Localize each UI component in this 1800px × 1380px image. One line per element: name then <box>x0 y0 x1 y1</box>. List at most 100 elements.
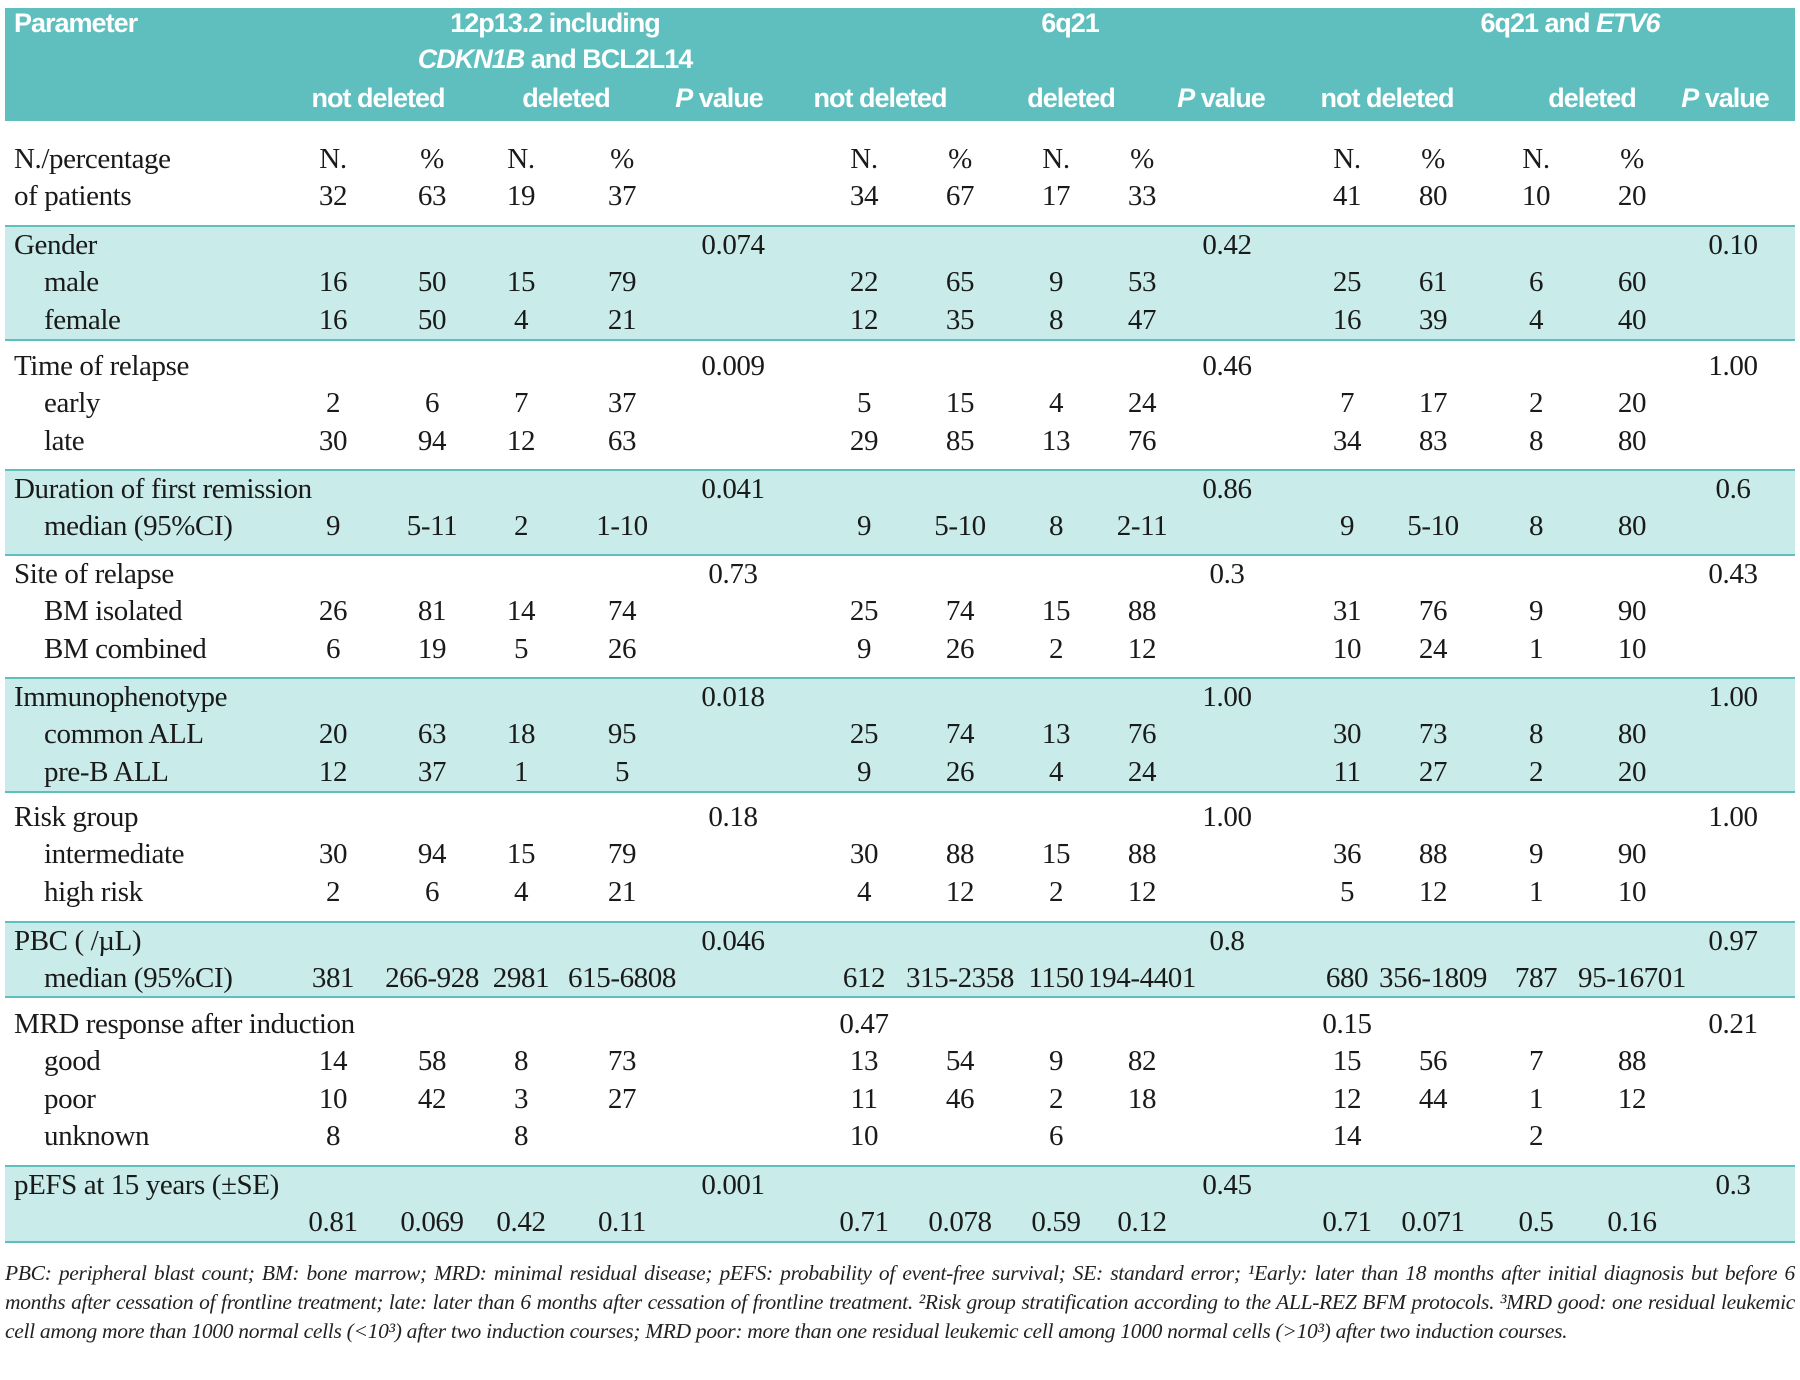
table-cell: 5-10 <box>934 510 986 543</box>
subheader-deleted: deleted <box>1027 83 1116 113</box>
table-cell: 95-16701 <box>1578 962 1686 995</box>
row-group: PBC ( /µL) 0.046 0.8 0.97 median (95%CI) 381 2… <box>5 923 1795 998</box>
table-cell: 4 <box>513 303 529 336</box>
p-value-cell: 0.041 <box>701 473 765 505</box>
table-cell: 9 <box>856 632 872 665</box>
table-row: BM combined 6 19 5 26 9 26 2 12 10 24 1 10 <box>5 631 1795 668</box>
table-cell: 16 <box>1332 303 1362 336</box>
subheader-not-deleted: not deleted <box>813 83 947 113</box>
subheader-deleted: deleted <box>522 83 611 113</box>
table-cell: 2 <box>1048 632 1064 665</box>
table-cell: 2 <box>513 510 529 543</box>
table-cell: 27 <box>1418 755 1448 788</box>
row-label: good <box>44 1045 101 1078</box>
table-cell: 8 <box>1528 510 1544 543</box>
table-cell: 1150 <box>1028 962 1084 995</box>
table-cell: 34 <box>849 180 879 213</box>
table-cell: 21 <box>607 303 637 336</box>
table-cell: 0.16 <box>1607 1206 1657 1239</box>
table-cell: 12 <box>1617 1082 1647 1115</box>
row-group: N./percentage N.% N.% N.% N.% N.% N.% of patien… <box>5 121 1795 227</box>
table-cell: 76 <box>1127 424 1157 457</box>
p-value-cell: 0.074 <box>701 229 765 261</box>
table-cell: 30 <box>318 424 348 457</box>
table-cell: 88 <box>945 838 975 871</box>
table-row: unknown 8 8 10 6 14 2 <box>5 1118 1795 1155</box>
table-cell: 79 <box>607 266 637 299</box>
table-cell: 79 <box>607 838 637 871</box>
p-value-cell: 0.18 <box>708 801 758 833</box>
table-row: late 30 94 12 63 29 85 13 76 34 83 8 80 <box>5 423 1795 460</box>
p-value-cell: 0.6 <box>1715 473 1751 505</box>
table-cell: 31 <box>1332 595 1362 628</box>
table-cell: 60 <box>1617 266 1647 299</box>
table-cell: 266-928 <box>385 962 479 995</box>
table-cell: 612 <box>842 962 886 995</box>
table-cell: 18 <box>1127 1082 1157 1115</box>
table-cell: 4 <box>1528 303 1544 336</box>
subheader-p-value: P value <box>1177 83 1266 113</box>
gene-bcl2l14: and BCL2L14 <box>524 44 694 74</box>
table-cell: 20 <box>1617 180 1647 213</box>
p-value-cell: 0.42 <box>1202 229 1252 261</box>
table-cell: 14 <box>318 1045 348 1078</box>
table-cell: 5 <box>513 632 529 665</box>
table-cell: 88 <box>1617 1045 1647 1078</box>
table-cell: 41 <box>1332 180 1362 213</box>
header-parameter: Parameter <box>14 8 138 38</box>
row-label: Duration of first remission <box>14 473 312 505</box>
p-value-cell: 0.8 <box>1209 925 1245 957</box>
p-value-cell: 0.3 <box>1715 1169 1751 1201</box>
row-label: high risk <box>44 875 143 908</box>
table-row: 0.81 0.069 0.42 0.11 0.71 0.078 0.59 0.12 0.71 0.… <box>5 1204 1795 1241</box>
table-cell: 24 <box>1418 632 1448 665</box>
table-cell: 12 <box>849 303 879 336</box>
table-cell: 2981 <box>492 962 550 995</box>
row-label: median (95%CI) <box>44 962 233 995</box>
table-cell: 2 <box>1048 875 1064 908</box>
row-label: Immunophenotype <box>14 681 228 713</box>
table-cell: 1 <box>1528 875 1544 908</box>
table-cell: 9 <box>1339 510 1355 543</box>
table-row: median (95%CI) 9 5-11 2 1-10 9 5-10 8 2-11 9 5-10 8… <box>5 508 1795 545</box>
table-cell: 0.81 <box>308 1206 358 1239</box>
table-cell: 63 <box>417 180 447 213</box>
p-value-cell: 0.018 <box>701 681 765 713</box>
table-cell: 194-4401 <box>1088 962 1196 995</box>
table-cell: 0.71 <box>1322 1206 1372 1239</box>
table-row: female 16 50 4 21 12 35 8 47 16 39 4 40 <box>5 302 1795 339</box>
table-cell: 1-10 <box>596 510 648 543</box>
table-cell: 80 <box>1617 424 1647 457</box>
table-cell: 26 <box>607 632 637 665</box>
table-cell: 74 <box>945 595 975 628</box>
table-cell: 37 <box>417 755 447 788</box>
table-cell: 9 <box>325 510 341 543</box>
row-label: pEFS at 15 years (±SE) <box>14 1169 279 1201</box>
row-label: Site of relapse <box>14 558 174 590</box>
row-group: Time of relapse 0.009 0.46 1.00 early 2 6 7 37 5 1… <box>5 341 1795 471</box>
row-label: BM isolated <box>44 595 183 628</box>
table-cell: 14 <box>506 595 536 628</box>
table-cell: 26 <box>945 632 975 665</box>
table-cell: 37 <box>607 387 637 420</box>
table-cell: 61 <box>1418 266 1448 299</box>
table-cell: 0.42 <box>496 1206 546 1239</box>
p-value-cell: 1.00 <box>1708 681 1758 713</box>
table-cell: 2 <box>325 875 341 908</box>
p-value-cell: 0.3 <box>1209 558 1245 590</box>
table-cell: 8 <box>513 1045 529 1078</box>
table-cell: 13 <box>1041 718 1071 751</box>
table-cell: 74 <box>945 718 975 751</box>
table-cell: 88 <box>1127 595 1157 628</box>
table-cell: N. <box>1333 143 1361 175</box>
row-group: Risk group 0.18 1.00 1.00 intermediate 30 94 15… <box>5 793 1795 923</box>
table-cell: 20 <box>1617 387 1647 420</box>
p-value-cell: 0.10 <box>1708 229 1758 261</box>
table-row: Gender 0.074 0.42 0.10 <box>5 227 1795 264</box>
row-label: MRD response after induction <box>14 1008 355 1040</box>
row-label: common ALL <box>44 718 204 751</box>
table-cell: N. <box>507 143 535 175</box>
p-value-cell: 0.97 <box>1708 925 1758 957</box>
table-cell: 12 <box>1418 875 1448 908</box>
table-cell: 0.47 <box>839 1008 889 1040</box>
